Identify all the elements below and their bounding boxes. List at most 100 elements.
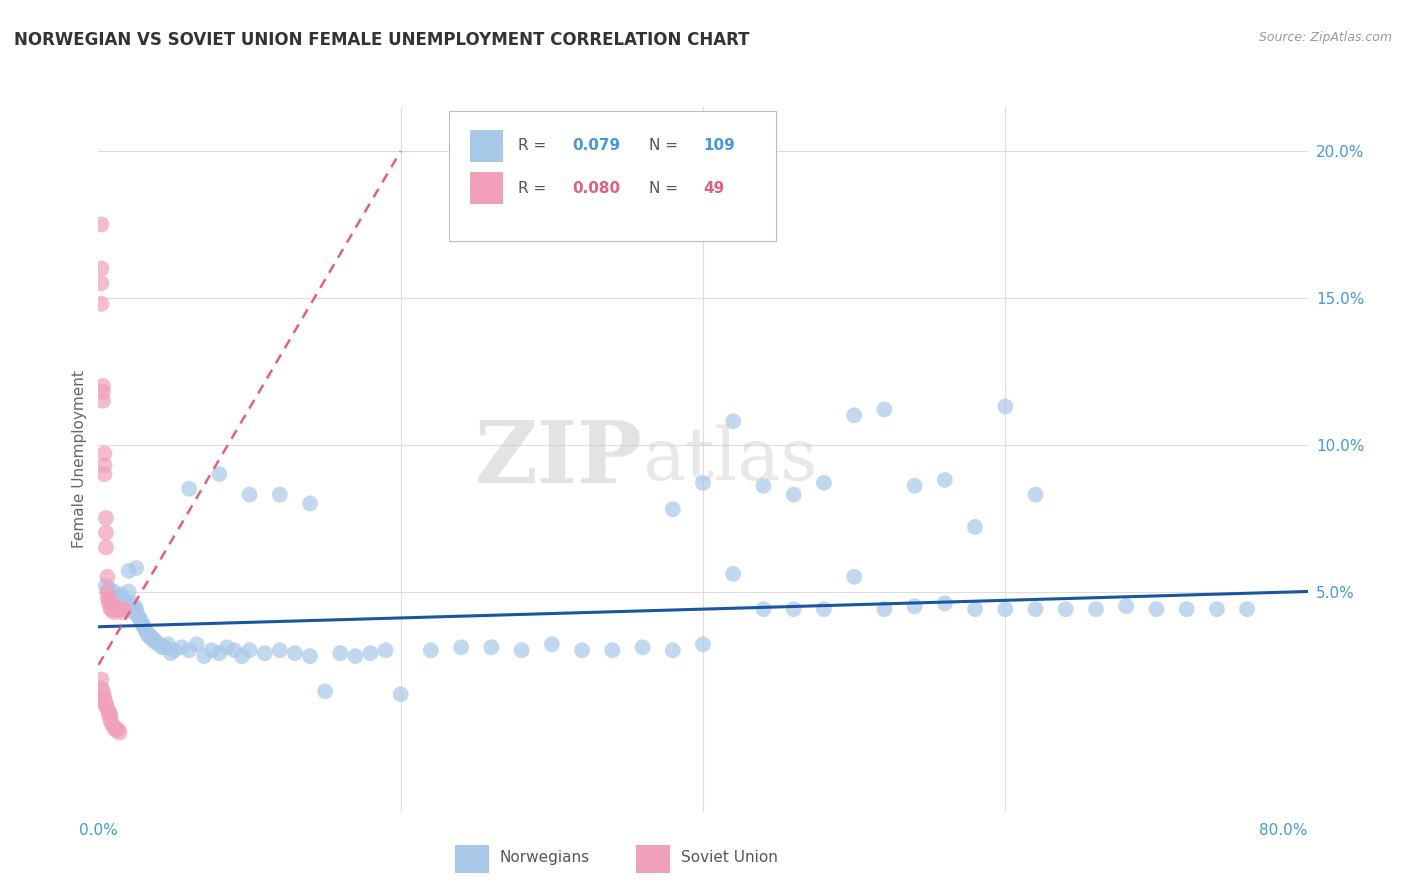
- Point: [125, 602, 148, 616]
- Point: [110, 587, 132, 601]
- Text: Norwegians: Norwegians: [501, 850, 591, 865]
- Point: [118, 564, 141, 578]
- Point: [813, 475, 835, 490]
- Point: [94, 579, 117, 593]
- Point: [128, 611, 150, 625]
- Point: [115, 599, 138, 614]
- Point: [100, 714, 122, 728]
- Point: [661, 643, 683, 657]
- Point: [193, 649, 215, 664]
- Point: [269, 487, 291, 501]
- Point: [783, 602, 806, 616]
- Point: [389, 687, 412, 701]
- Point: [132, 620, 155, 634]
- Text: ZIP: ZIP: [475, 417, 643, 501]
- Point: [374, 643, 396, 657]
- Point: [91, 393, 114, 408]
- Point: [114, 596, 136, 610]
- Point: [90, 681, 112, 696]
- Point: [108, 591, 131, 605]
- Point: [100, 587, 122, 601]
- Point: [93, 458, 115, 473]
- Point: [91, 379, 114, 393]
- Point: [873, 602, 896, 616]
- Point: [91, 690, 114, 705]
- Point: [163, 643, 186, 657]
- Point: [1024, 602, 1046, 616]
- Point: [420, 643, 443, 657]
- Point: [179, 482, 201, 496]
- Bar: [456, 845, 489, 873]
- Point: [103, 720, 125, 734]
- Point: [91, 384, 114, 399]
- Text: N =: N =: [648, 180, 682, 195]
- Point: [1144, 602, 1167, 616]
- Point: [124, 599, 146, 614]
- Point: [96, 702, 118, 716]
- Point: [121, 596, 143, 610]
- Point: [108, 725, 131, 739]
- Point: [90, 277, 112, 291]
- Point: [150, 640, 173, 655]
- Point: [90, 297, 112, 311]
- Point: [481, 640, 503, 655]
- Point: [231, 649, 253, 664]
- Point: [98, 596, 121, 610]
- Point: [269, 643, 291, 657]
- Point: [134, 623, 156, 637]
- Point: [107, 596, 129, 610]
- Point: [136, 628, 159, 642]
- Point: [510, 643, 533, 657]
- Point: [90, 218, 112, 232]
- Point: [111, 599, 134, 614]
- Point: [100, 707, 122, 722]
- Text: 49: 49: [703, 180, 724, 195]
- Point: [142, 632, 165, 646]
- Point: [120, 602, 142, 616]
- Point: [844, 570, 866, 584]
- Point: [105, 723, 128, 737]
- Text: 0.0%: 0.0%: [79, 823, 118, 838]
- Point: [540, 637, 562, 651]
- Point: [112, 593, 135, 607]
- Point: [108, 602, 131, 616]
- Text: 109: 109: [703, 138, 735, 153]
- Point: [179, 643, 201, 657]
- Point: [934, 596, 956, 610]
- Text: NORWEGIAN VS SOVIET UNION FEMALE UNEMPLOYMENT CORRELATION CHART: NORWEGIAN VS SOVIET UNION FEMALE UNEMPLO…: [14, 31, 749, 49]
- Text: 0.079: 0.079: [572, 138, 620, 153]
- Point: [692, 475, 714, 490]
- Text: N =: N =: [648, 138, 682, 153]
- Point: [90, 673, 112, 687]
- Point: [904, 479, 927, 493]
- Point: [122, 605, 145, 619]
- Point: [91, 684, 114, 698]
- Point: [723, 414, 745, 428]
- Point: [103, 599, 125, 614]
- Point: [571, 643, 593, 657]
- Point: [160, 646, 183, 660]
- Point: [752, 479, 775, 493]
- Point: [965, 602, 987, 616]
- Point: [1175, 602, 1198, 616]
- Point: [170, 640, 193, 655]
- Text: 0.080: 0.080: [572, 180, 620, 195]
- Point: [103, 584, 125, 599]
- Point: [1115, 599, 1137, 614]
- Point: [110, 605, 132, 619]
- Text: Source: ZipAtlas.com: Source: ZipAtlas.com: [1258, 31, 1392, 45]
- Point: [94, 541, 117, 555]
- Point: [118, 584, 141, 599]
- Point: [96, 591, 118, 605]
- Point: [153, 640, 176, 655]
- Point: [104, 593, 127, 607]
- Point: [96, 570, 118, 584]
- Point: [96, 584, 118, 599]
- Bar: [470, 172, 503, 204]
- Point: [201, 643, 224, 657]
- Point: [127, 607, 149, 622]
- Point: [101, 602, 124, 616]
- Point: [208, 646, 231, 660]
- Point: [329, 646, 352, 660]
- Point: [965, 520, 987, 534]
